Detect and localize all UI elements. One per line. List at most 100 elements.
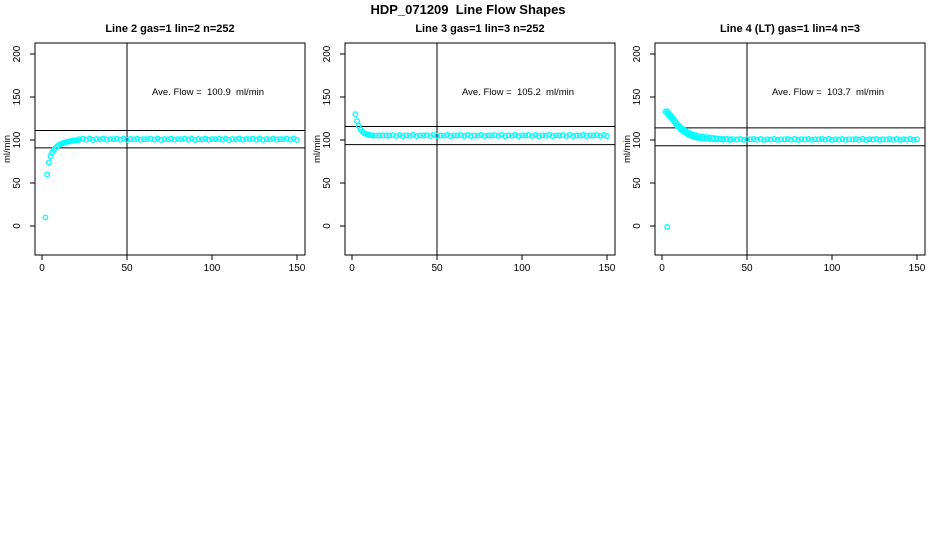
ave-flow-annotation: Ave. Flow = 103.7 ml/min [772,87,884,98]
data-point [100,135,107,142]
data-point [45,159,52,166]
data-point [664,223,671,230]
data-point [239,136,246,143]
panel-title: Line 4 (LT) gas=1 lin=4 n=3 [720,23,860,35]
data-point [529,132,536,139]
data-point [403,132,410,139]
data-point [229,136,236,142]
data-point [383,132,389,139]
data-point [107,136,113,143]
y-tick-label: 100 [322,131,333,148]
x-tick-label: 150 [909,263,926,274]
y-tick-label: 150 [632,88,643,105]
data-point [93,136,100,142]
data-point [508,132,515,139]
data-point [427,132,434,139]
data-point [839,135,846,142]
data-point [137,136,144,143]
data-point [873,135,880,142]
data-point [754,136,761,143]
data-point [883,136,890,143]
data-point [495,132,502,139]
data-point [474,132,481,139]
data-point [83,136,90,143]
data-point [352,111,359,118]
data-point [260,136,266,143]
y-tick-label: 100 [632,131,643,148]
data-point [117,136,124,143]
data-point [386,132,393,139]
y-axis-unit-label: ml/min [312,135,323,163]
x-tick-label: 50 [431,263,443,274]
data-point [897,136,903,143]
data-point [444,132,451,138]
data-point [249,135,256,142]
x-tick-label: 50 [121,263,133,274]
data-point [706,134,713,141]
data-point [590,132,597,139]
data-point [699,133,706,140]
data-point [243,136,249,143]
data-point [788,136,795,143]
x-tick-label: 0 [349,263,355,274]
data-point [76,136,83,143]
data-point [880,136,886,143]
data-point [471,132,478,139]
data-point [515,133,522,139]
x-tick-label: 50 [741,263,753,274]
y-tick-label: 50 [632,177,643,189]
data-point [825,135,832,142]
data-point [90,136,96,143]
data-point [192,136,198,143]
data-point [389,132,396,139]
data-point [696,133,703,140]
data-point [354,118,361,125]
data-point [161,136,168,142]
data-point [556,132,563,139]
y-tick-label: 0 [322,223,333,229]
data-point [757,135,764,142]
data-point [195,136,202,142]
data-point [573,132,580,139]
data-point [246,136,253,143]
data-point [713,136,720,143]
data-point [440,132,447,139]
data-point [468,133,474,139]
y-tick-label: 0 [632,223,643,229]
data-point [437,132,444,139]
data-point [778,136,784,143]
data-point [522,132,529,139]
data-point [376,132,383,139]
data-point [478,132,485,138]
data-point [124,136,130,143]
data-point [737,135,744,142]
data-point [287,136,294,143]
data-point [856,136,863,143]
data-point [103,136,110,143]
data-point [147,135,154,142]
data-point [703,134,710,141]
data-point [406,132,413,139]
data-point [178,136,185,143]
data-point [600,131,607,138]
data-point [181,135,188,142]
data-point [202,135,209,142]
y-tick-label: 50 [322,177,333,189]
data-point [750,136,757,142]
ave-flow-annotation: Ave. Flow = 100.9 ml/min [152,87,264,98]
data-point [798,136,805,143]
plot-box [344,42,616,256]
data-point [232,136,239,143]
data-point [886,136,893,142]
data-point [542,132,549,139]
data-point [842,136,849,143]
panel-title: Line 3 gas=1 lin=3 n=252 [415,23,544,35]
data-point [280,136,287,143]
data-point [693,132,699,139]
data-point [42,214,49,221]
data-point [464,131,471,138]
data-point [457,132,464,139]
data-point [593,132,600,139]
x-tick-label: 100 [204,263,221,274]
data-point [525,132,532,139]
